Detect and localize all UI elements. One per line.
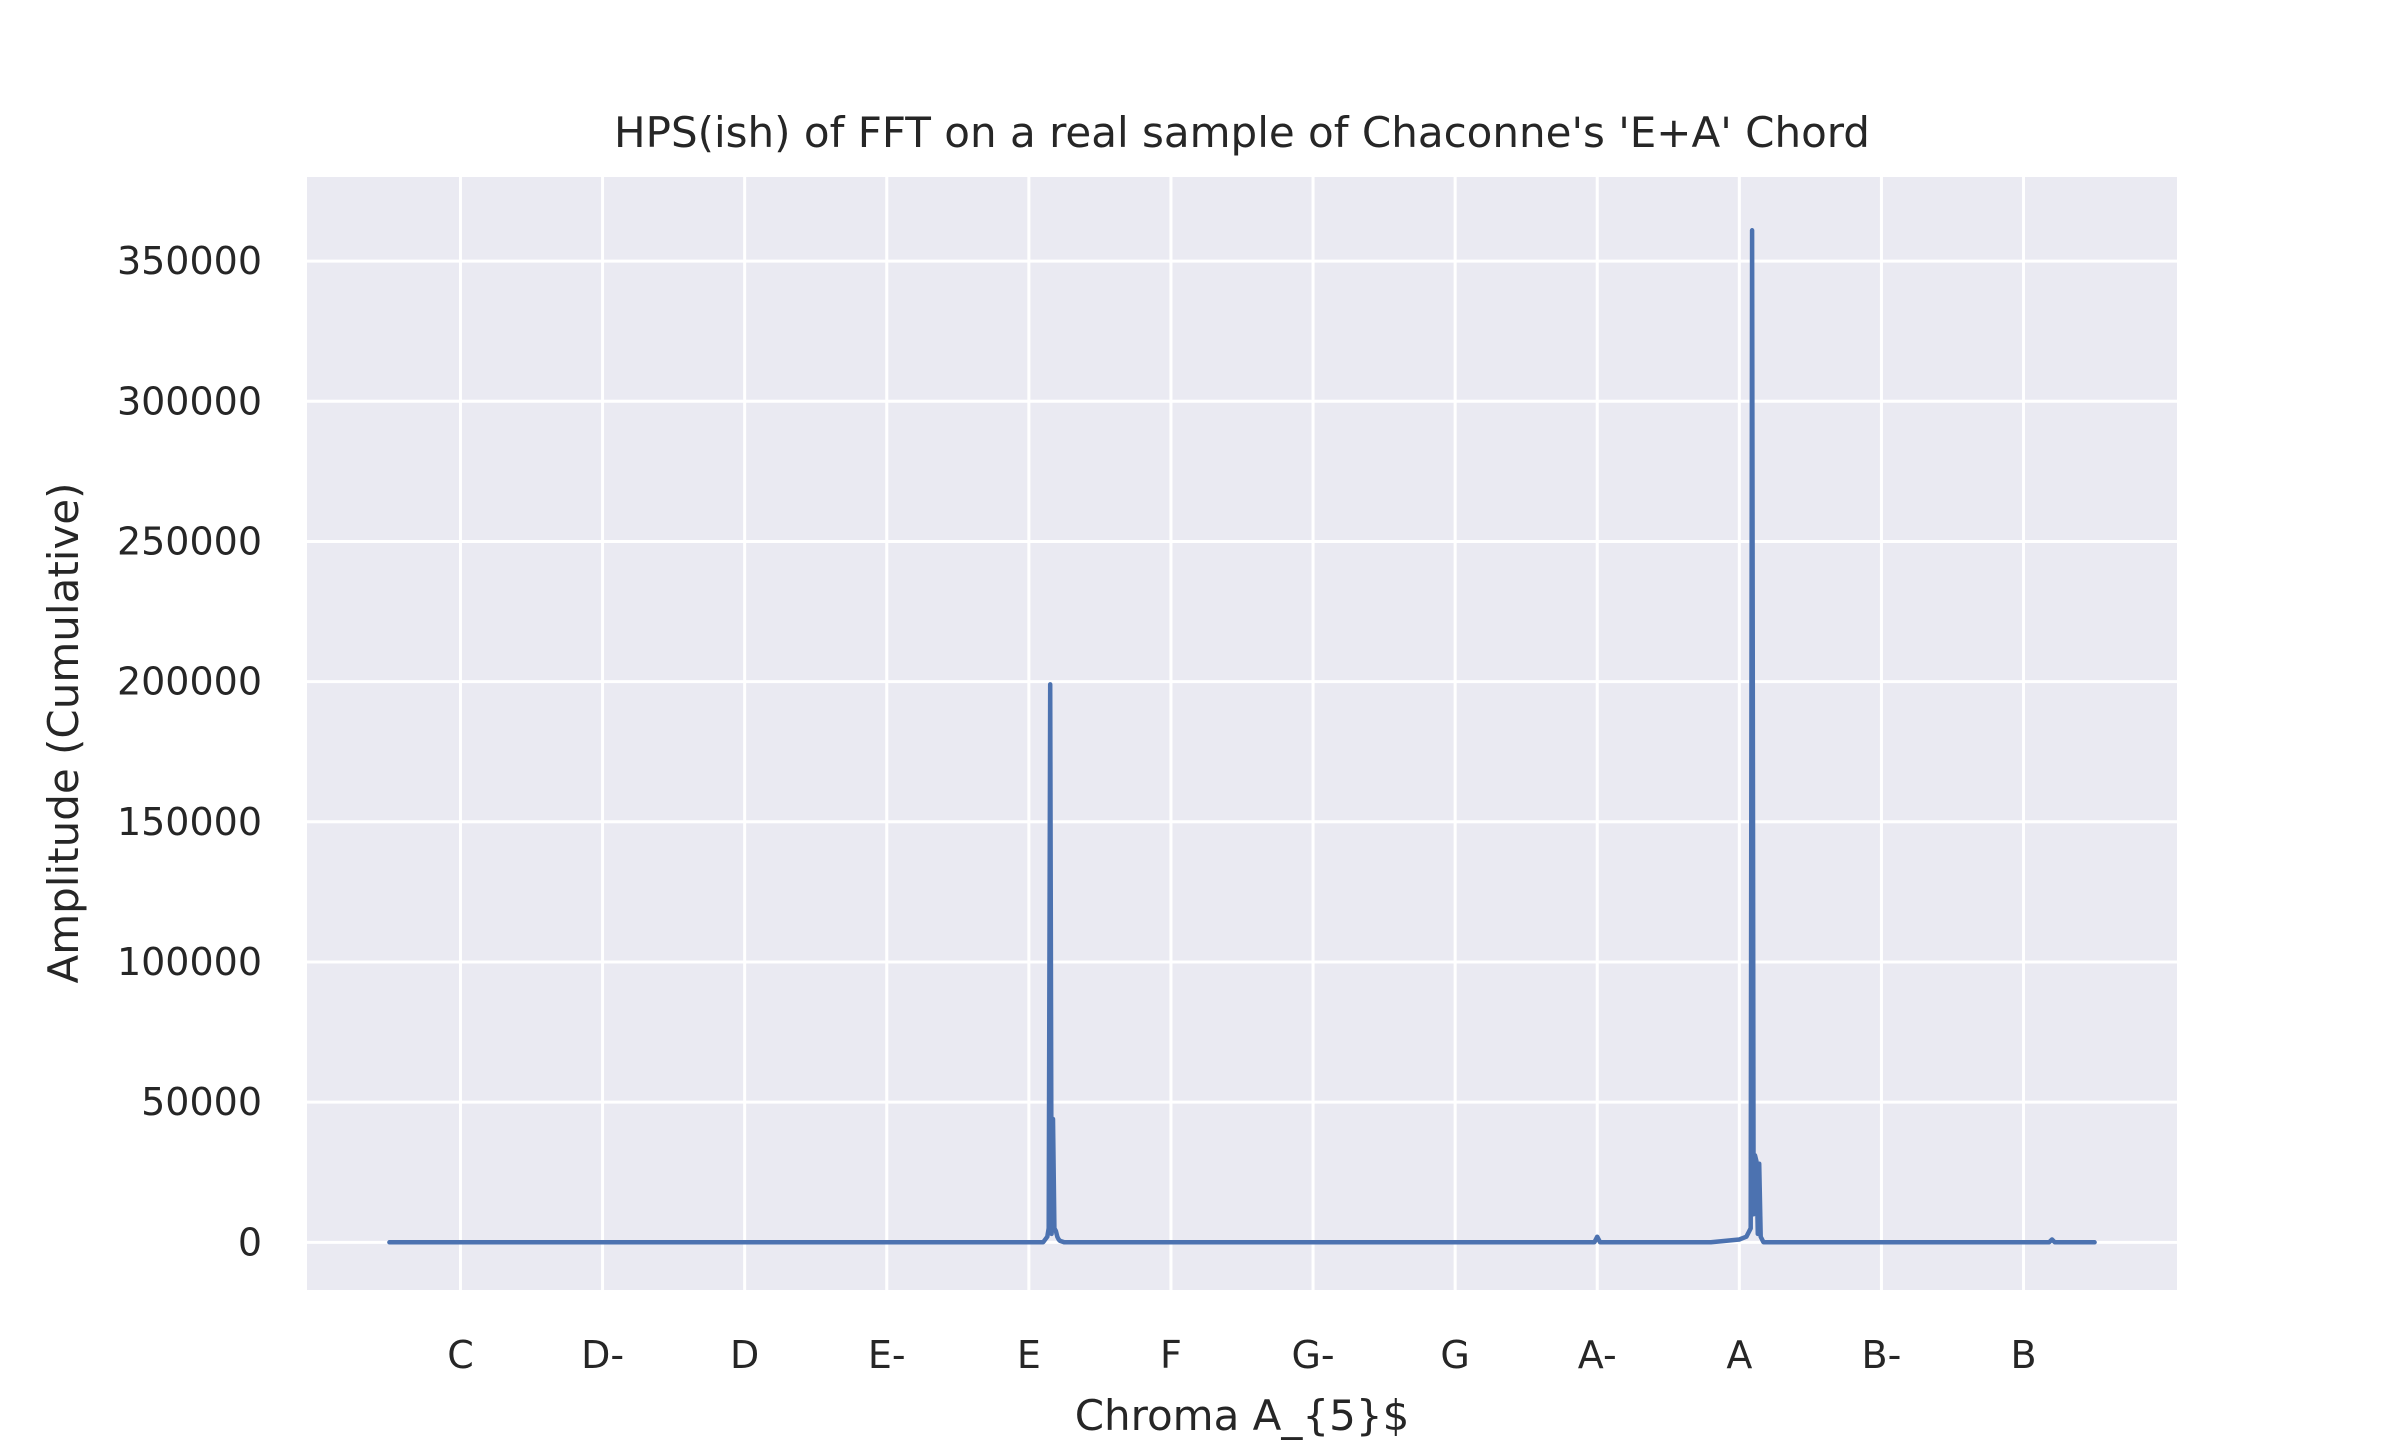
x-tick-label: B bbox=[2010, 1333, 2036, 1377]
series-layer bbox=[387, 228, 2097, 1245]
y-tick-label: 200000 bbox=[117, 660, 262, 704]
y-tick-label: 300000 bbox=[117, 379, 262, 423]
x-tick-label: A bbox=[1726, 1333, 1752, 1377]
x-tick-label: F bbox=[1160, 1333, 1182, 1377]
y-tick-labels: 0 50000 100000 150000 200000 250000 300000 3500… bbox=[117, 239, 262, 1264]
x-axis-label: Chroma A_{5}$ bbox=[1075, 1391, 1410, 1440]
y-axis-label: Amplitude (Cumulative) bbox=[39, 482, 88, 983]
y-tick-label: 250000 bbox=[117, 519, 262, 563]
x-tick-label: G bbox=[1440, 1333, 1469, 1377]
x-tick-label: A- bbox=[1578, 1333, 1617, 1377]
y-gridlines bbox=[307, 259, 2177, 1244]
y-tick-label: 0 bbox=[238, 1220, 262, 1264]
x-tick-label: D bbox=[730, 1333, 759, 1377]
y-tick-label: 50000 bbox=[141, 1080, 262, 1124]
series-line-0 bbox=[387, 228, 2097, 1245]
x-tick-label: B- bbox=[1862, 1333, 1902, 1377]
x-tick-label: C bbox=[447, 1333, 474, 1377]
y-tick-label: 150000 bbox=[117, 800, 262, 844]
x-tick-label: E bbox=[1017, 1333, 1041, 1377]
x-tick-label: G- bbox=[1291, 1333, 1334, 1377]
y-tick-label: 350000 bbox=[117, 239, 262, 283]
x-gridlines bbox=[458, 177, 2026, 1290]
plot-area bbox=[307, 177, 2177, 1290]
x-tick-label: D- bbox=[581, 1333, 624, 1377]
chart-title: HPS(ish) of FFT on a real sample of Chac… bbox=[614, 108, 1870, 157]
x-tick-labels: C D- D E- E F G- G A- A B- B bbox=[447, 1333, 2036, 1377]
y-tick-label: 100000 bbox=[117, 940, 262, 984]
x-tick-label: E- bbox=[868, 1333, 906, 1377]
